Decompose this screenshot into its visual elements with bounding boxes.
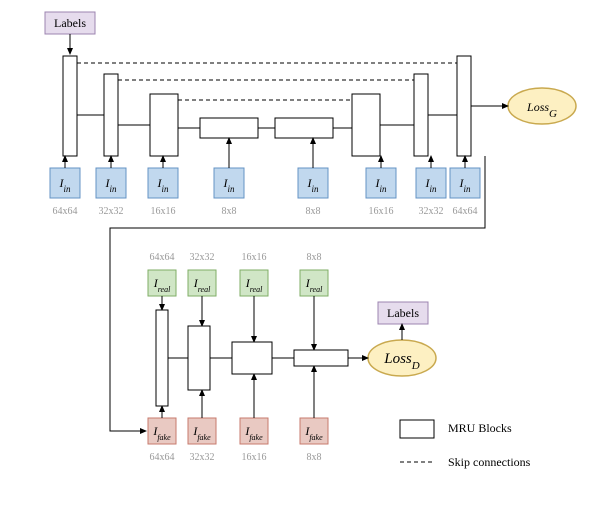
gen-block-4 <box>275 118 333 138</box>
iin-size-0: 64x64 <box>53 206 78 217</box>
iin-size-5: 16x16 <box>369 206 394 217</box>
gen-block-6 <box>414 74 428 156</box>
gen-block-0 <box>63 56 77 156</box>
iin-size-3: 8x8 <box>222 206 237 217</box>
iin-size-7: 64x64 <box>453 206 478 217</box>
disc-block-1 <box>188 326 210 390</box>
ireal-size-3: 8x8 <box>307 252 322 263</box>
ireal-size-1: 32x32 <box>190 252 215 263</box>
gen-labels-text: Labels <box>54 16 86 30</box>
ifake-size-0: 64x64 <box>150 452 175 463</box>
ifake-size-2: 16x16 <box>242 452 267 463</box>
gen-block-1 <box>104 74 118 156</box>
ifake-size-1: 32x32 <box>190 452 215 463</box>
ireal-size-0: 64x64 <box>150 252 175 263</box>
legend-skip-text: Skip connections <box>448 455 531 469</box>
ireal-size-2: 16x16 <box>242 252 267 263</box>
legend-mru-box <box>400 420 434 438</box>
legend-mru-text: MRU Blocks <box>448 421 512 435</box>
disc-block-2 <box>232 342 272 374</box>
ifake-size-3: 8x8 <box>307 452 322 463</box>
disc-labels-text: Labels <box>387 306 419 320</box>
gen-block-5 <box>352 94 380 156</box>
gen-block-7 <box>457 56 471 156</box>
gen-block-3 <box>200 118 258 138</box>
iin-size-2: 16x16 <box>151 206 176 217</box>
disc-block-0 <box>156 310 168 406</box>
iin-size-6: 32x32 <box>419 206 444 217</box>
disc-block-3 <box>294 350 348 366</box>
iin-size-1: 32x32 <box>99 206 124 217</box>
gen-block-2 <box>150 94 178 156</box>
iin-size-4: 8x8 <box>306 206 321 217</box>
